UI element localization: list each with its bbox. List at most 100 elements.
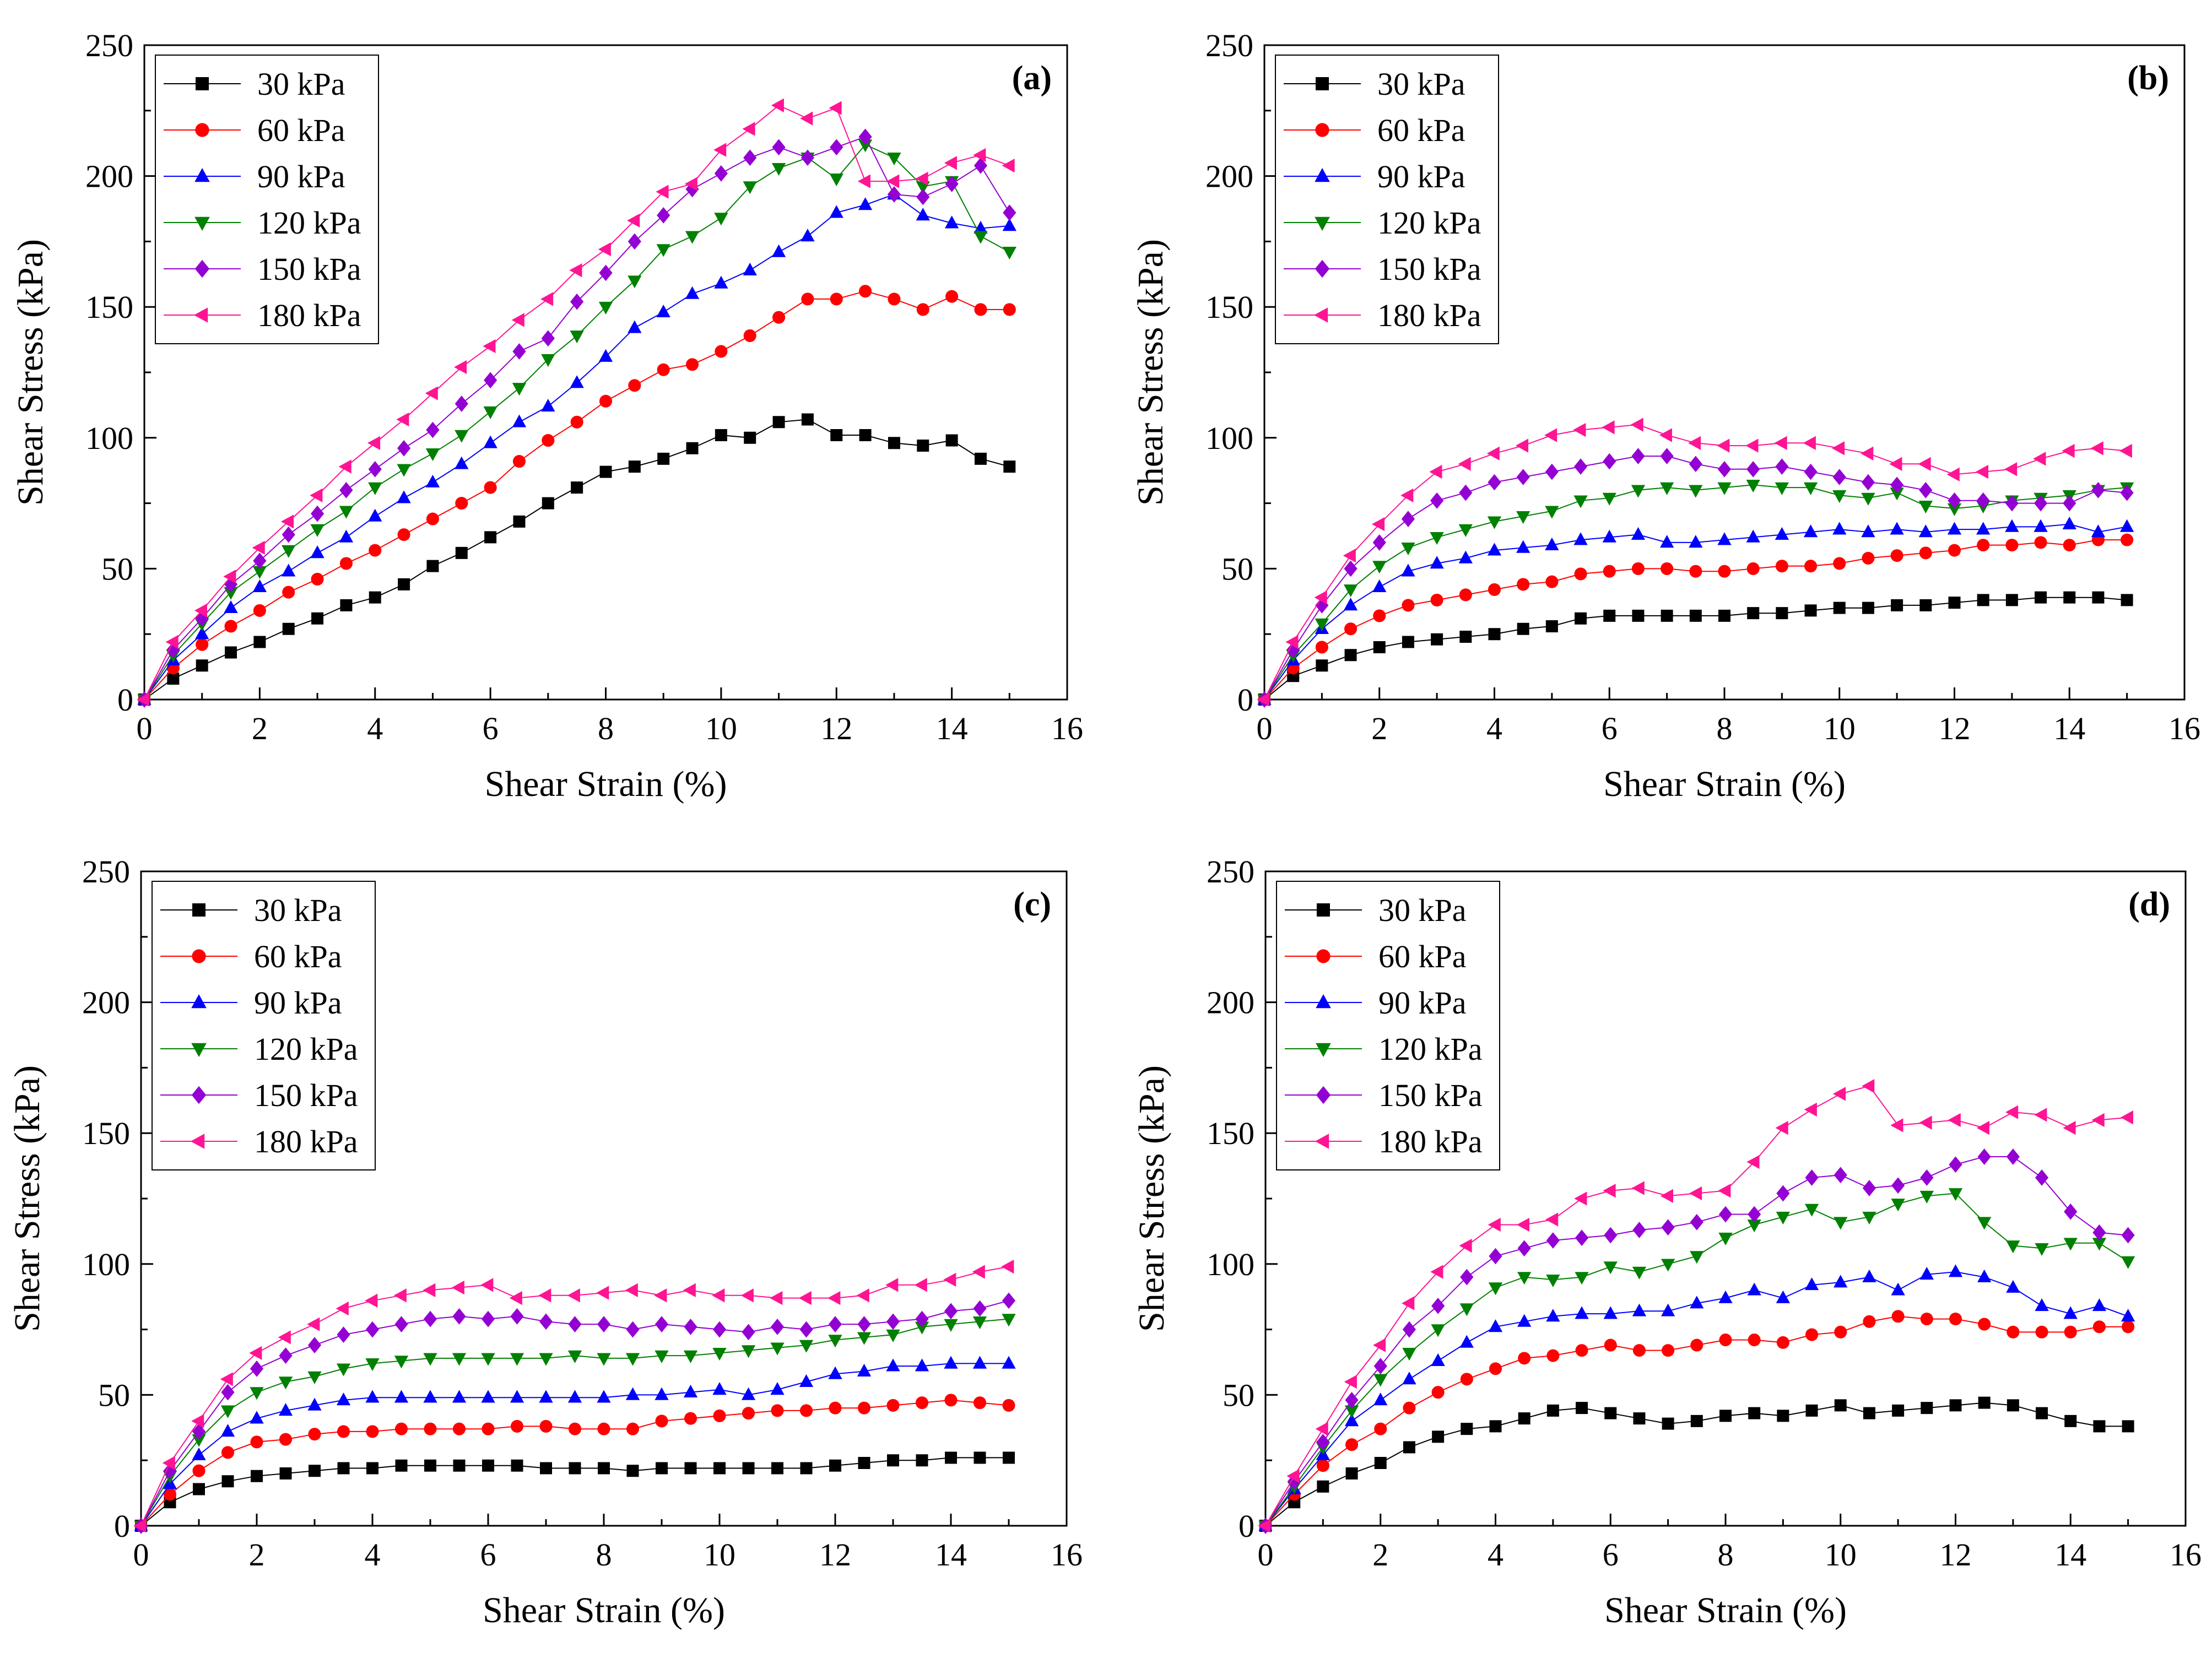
data-point [1285, 635, 1299, 649]
panel-label: (c) [1013, 886, 1051, 923]
data-point [1689, 1186, 1702, 1201]
data-point [973, 148, 986, 162]
data-point [945, 176, 959, 192]
data-point [1862, 1211, 1876, 1225]
y-tick-label: 100 [1205, 420, 1253, 456]
data-point [598, 349, 613, 362]
data-point [310, 545, 325, 559]
data-point [483, 435, 497, 448]
data-point [1372, 579, 1387, 593]
data-point [2034, 536, 2047, 549]
data-point [1803, 524, 1818, 538]
data-point [1631, 448, 1645, 464]
data-point [626, 1422, 640, 1435]
data-point [1662, 1417, 1674, 1430]
panel-label: (b) [2127, 59, 2169, 97]
data-point [369, 544, 382, 557]
data-point [2005, 539, 2019, 552]
data-point [1746, 1155, 1760, 1169]
data-point [452, 1390, 467, 1403]
data-point [1690, 1338, 1703, 1352]
data-point [1286, 1469, 1300, 1483]
data-point [1834, 1399, 1847, 1412]
data-point [194, 603, 208, 618]
data-point [829, 205, 843, 218]
data-point [1489, 1362, 1502, 1375]
y-tick-label: 150 [1205, 289, 1253, 325]
data-point [1690, 1213, 1703, 1231]
data-point [1632, 1303, 1647, 1316]
data-point [1833, 557, 1846, 570]
data-point [944, 156, 957, 170]
data-point [570, 415, 583, 429]
data-point [1315, 641, 1328, 654]
data-point [830, 292, 843, 306]
data-point [253, 636, 266, 648]
data-point [740, 1288, 754, 1303]
data-point [712, 1288, 725, 1303]
data-point [916, 303, 929, 316]
chart-panel: 0 2 4 6 8 10 12 14 16 0 50 100 150 200 250 Shear Strain… [1132, 854, 2202, 1630]
legend-marker [1316, 949, 1331, 963]
data-point [1002, 218, 1016, 231]
data-point [1345, 1438, 1359, 1451]
data-point [1431, 633, 1443, 646]
data-point [308, 1428, 321, 1441]
data-point [539, 1419, 553, 1433]
x-tick-label: 0 [1257, 711, 1273, 746]
x-tick-label: 2 [252, 711, 268, 746]
data-point [1661, 1219, 1675, 1236]
data-point [455, 546, 468, 559]
data-point [1661, 1303, 1675, 1316]
data-point [1891, 1199, 1905, 1212]
data-point [1315, 1422, 1328, 1436]
data-point [655, 1414, 668, 1428]
legend-marker [192, 949, 206, 963]
data-point [598, 1462, 610, 1475]
data-point [1718, 1232, 1733, 1246]
data-point [336, 1301, 349, 1316]
data-point [1487, 543, 1502, 556]
data-point [1863, 1407, 1875, 1419]
data-point [1946, 467, 1960, 481]
series [137, 128, 1016, 708]
y-tick-label: 50 [1221, 551, 1253, 587]
data-point [974, 157, 988, 174]
data-point [1429, 464, 1442, 479]
data-point [1316, 659, 1328, 672]
data-point [512, 343, 526, 360]
x-tick-label: 16 [1051, 711, 1083, 746]
data-point [512, 455, 526, 468]
data-point [1891, 1282, 1905, 1296]
data-point [2119, 443, 2132, 458]
data-point [1977, 1269, 1992, 1282]
data-point [2006, 1148, 2020, 1165]
data-point [1402, 1321, 1416, 1338]
data-point [1948, 597, 1961, 609]
data-point [2036, 1407, 2048, 1419]
data-point [282, 563, 296, 577]
data-point [1776, 607, 1788, 620]
data-point [1662, 1344, 1675, 1357]
data-point [1776, 1211, 1791, 1225]
data-point [1314, 590, 1327, 605]
data-point [1374, 1456, 1387, 1469]
x-axis-title: Shear Strain (%) [485, 764, 727, 804]
data-point [1002, 1356, 1016, 1369]
data-point [1948, 492, 1961, 509]
legend-label: 180 kPa [1378, 1124, 1483, 1159]
data-point [1517, 1240, 1531, 1257]
data-point [858, 1456, 870, 1469]
data-point [1631, 527, 1646, 540]
data-point [1977, 594, 1989, 606]
data-point [888, 437, 900, 449]
x-axis-title: Shear Strain (%) [483, 1590, 725, 1630]
data-point [888, 292, 901, 306]
data-point [510, 1390, 524, 1403]
data-point [250, 1435, 263, 1449]
data-point [1402, 636, 1414, 648]
data-point [567, 1350, 582, 1363]
data-point [1688, 436, 1701, 450]
data-point [1717, 532, 1732, 545]
data-point [1861, 492, 1875, 506]
